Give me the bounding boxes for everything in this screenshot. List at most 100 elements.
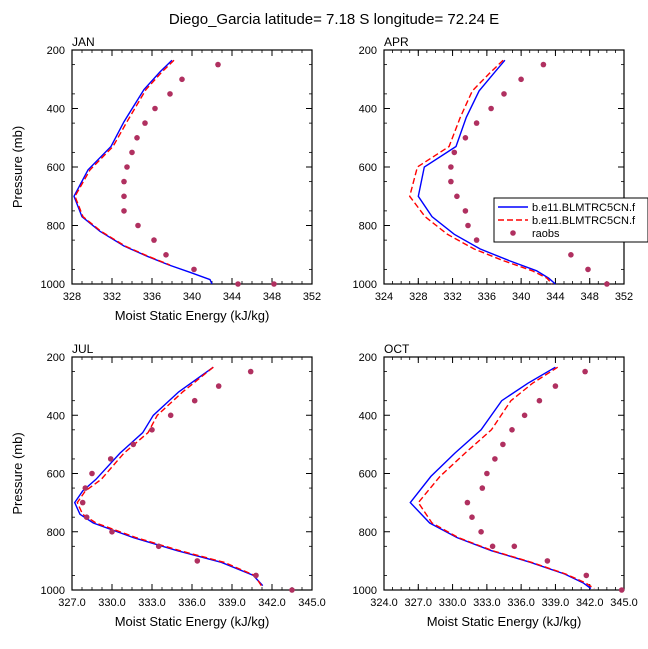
raobs-point: [473, 237, 480, 243]
series-line-solid: [409, 366, 592, 590]
y-tick-label: 1000: [353, 279, 377, 291]
raobs-point: [479, 485, 486, 491]
legend-label: b.e11.BLMTRC5CN.f: [532, 215, 636, 227]
x-tick-label: 328: [409, 291, 427, 303]
x-tick-label: 352: [615, 291, 633, 303]
raobs-point: [469, 514, 475, 520]
y-tick-label: 600: [359, 469, 377, 481]
x-tick-label: 324.0: [370, 597, 398, 609]
series-line-solid: [417, 59, 556, 285]
x-tick-label: 327.0: [58, 597, 86, 609]
x-tick-label: 339.0: [218, 597, 246, 609]
raobs-point: [536, 397, 543, 404]
raobs-point: [235, 281, 241, 287]
raobs-point: [473, 120, 480, 126]
series-line-dashed: [408, 59, 553, 285]
panel-title: JAN: [72, 35, 95, 49]
panel-jan: JAN 328 332 336 340 344 348 352 200 400 600 800 1000…: [10, 35, 321, 323]
x-tick-label: 333.0: [473, 597, 501, 609]
raobs-point: [289, 587, 295, 593]
y-tick-label: 1000: [41, 279, 65, 291]
raobs-point: [451, 149, 458, 156]
x-tick-label: 332: [443, 291, 461, 303]
y-tick-label: 200: [47, 45, 65, 57]
x-tick-label: 336: [478, 291, 496, 303]
raobs-point: [152, 105, 158, 112]
x-tick-label: 345.0: [298, 597, 326, 609]
raobs-point: [121, 208, 127, 214]
x-tick-label: 348: [263, 291, 281, 303]
raobs-point: [484, 470, 490, 477]
x-tick-label: 348: [581, 291, 599, 303]
raobs-point: [618, 587, 625, 593]
raobs-point: [130, 441, 137, 448]
x-tick-label: 342.0: [258, 597, 286, 609]
y-tick-label: 200: [47, 352, 65, 364]
panels: JAN 328 332 336 340 344 348 352 200 400 600 800 1000…: [10, 35, 638, 629]
x-tick-label: 328: [63, 291, 81, 303]
raobs-point: [604, 281, 610, 287]
x-tick-label: 340: [183, 291, 201, 303]
panel-apr: APR 324 328 332 336 340 344 348 352 200 400 600 800 1…: [353, 35, 634, 303]
y-tick-label: 1000: [353, 585, 377, 597]
x-tick-label: 344: [546, 291, 564, 303]
series-line-solid: [73, 59, 213, 285]
x-tick-label: 332: [103, 291, 121, 303]
y-tick-label: 400: [359, 104, 377, 116]
legend-marker: [510, 230, 516, 236]
raobs-point: [121, 178, 127, 185]
x-tick-label: 327.0: [405, 597, 433, 609]
raobs-point: [155, 543, 162, 550]
raobs-point: [79, 499, 86, 506]
legend-label: b.e11.BLMTRC5CN.f: [532, 202, 636, 214]
raobs-point: [134, 135, 140, 141]
panel-oct: OCT 324.0 327.0 330.0 333.0 336.0 339.0 342.0 34…: [353, 342, 638, 629]
raobs-point: [151, 237, 157, 243]
raobs-point: [82, 485, 89, 491]
y-axis-label: Pressure (mb): [10, 126, 25, 208]
raobs-point: [540, 61, 547, 68]
y-tick-label: 800: [47, 221, 65, 233]
plot-frame: [383, 49, 625, 285]
raobs-point: [521, 412, 528, 419]
x-tick-label: 345.0: [610, 597, 638, 609]
x-tick-label: 352: [303, 291, 321, 303]
legend-label: raobs: [532, 228, 560, 240]
y-tick-label: 800: [359, 221, 377, 233]
raobs-point: [83, 514, 90, 520]
raobs-point: [518, 76, 524, 83]
panel-title: OCT: [384, 342, 410, 356]
figure-title: Diego_Garcia latitude= 7.18 S longitude=…: [169, 11, 499, 28]
raobs-point: [478, 529, 484, 535]
raobs-point: [167, 91, 173, 97]
raobs-point: [582, 368, 588, 375]
panel-jul: JUL 327.0 330.0 333.0 336.0 339.0 342.0 345.0 20…: [10, 342, 326, 629]
panel-title: APR: [384, 35, 409, 49]
raobs-point: [509, 427, 515, 433]
raobs-point: [149, 427, 155, 433]
raobs-point: [488, 105, 494, 112]
raobs-point: [191, 266, 197, 273]
raobs-point: [501, 91, 507, 97]
y-tick-label: 600: [47, 469, 65, 481]
y-tick-label: 800: [359, 527, 377, 539]
raobs-point: [163, 252, 169, 258]
x-axis-label: Moist Static Energy (kJ/kg): [115, 614, 270, 629]
raobs-point: [448, 178, 454, 185]
raobs-point: [271, 281, 277, 287]
y-tick-label: 200: [359, 45, 377, 57]
raobs-point: [215, 383, 222, 389]
y-tick-label: 400: [47, 104, 65, 116]
raobs-point: [544, 558, 551, 564]
raobs-point: [247, 368, 254, 375]
raobs-point: [568, 252, 574, 258]
x-tick-label: 336.0: [507, 597, 535, 609]
raobs-point: [511, 543, 518, 550]
raobs-point: [489, 543, 496, 550]
raobs-point: [585, 266, 591, 273]
raobs-point: [89, 470, 95, 477]
raobs-point: [462, 208, 469, 214]
x-tick-label: 333.0: [138, 597, 166, 609]
